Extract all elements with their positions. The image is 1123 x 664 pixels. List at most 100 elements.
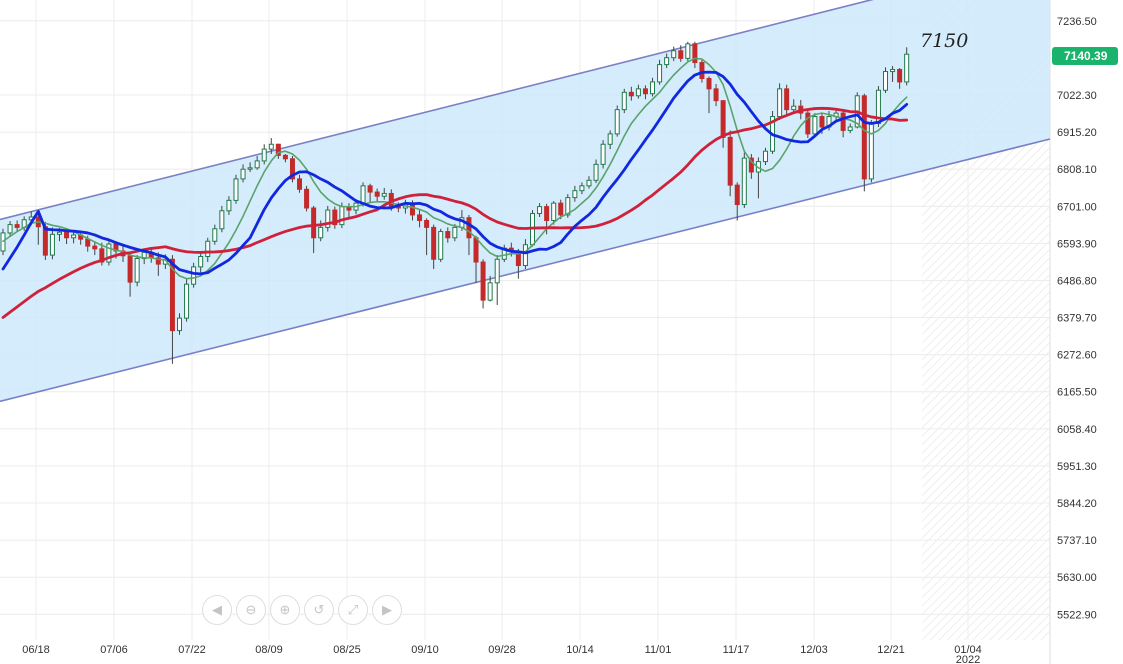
candle-body [49, 233, 55, 256]
candle-body [198, 255, 204, 268]
candle-body [473, 237, 479, 263]
x-axis: 06/18 07/06 07/22 08/09 08/25 09/10 09/28 10/14… [22, 644, 982, 664]
y-tick-label: 5737.10 [1057, 535, 1097, 547]
candle [480, 259, 486, 309]
candle [897, 68, 903, 89]
zoom-in-icon[interactable]: ⊕ [270, 595, 300, 625]
candles [0, 41, 910, 364]
y-tick-label: 5951.30 [1057, 461, 1097, 473]
candle-body [762, 150, 768, 163]
candle [226, 196, 232, 215]
candle [551, 201, 557, 225]
candle-body [318, 226, 324, 239]
candle [374, 188, 380, 202]
candle-body [381, 192, 387, 197]
x-tick-label: 12/21 [877, 644, 905, 656]
candle-body [445, 231, 451, 239]
current-price-label: 7140.39 [1064, 49, 1108, 63]
reset-zoom-icon[interactable]: ↺ [304, 595, 334, 625]
y-tick-label: 6915.20 [1057, 127, 1097, 139]
candle [205, 237, 211, 263]
scroll-right-icon[interactable]: ▶ [372, 595, 402, 625]
candle [7, 221, 13, 238]
chart-toolbar: ◀ ⊖ ⊕ ↺ ⤢ ▶ [202, 595, 402, 625]
candle [184, 278, 190, 322]
candle [635, 84, 641, 99]
candle-body [226, 199, 232, 212]
candle-body [868, 122, 874, 180]
candle [92, 241, 98, 256]
candle-body [784, 88, 790, 111]
candle [812, 113, 818, 137]
candle-body [99, 248, 105, 263]
candle [741, 152, 747, 209]
candle [325, 205, 331, 232]
candle [424, 218, 430, 256]
x-tick-label: 11/17 [723, 644, 750, 656]
candle-body [155, 257, 161, 265]
candle [706, 76, 712, 114]
candle-body [614, 109, 620, 135]
candle-body [635, 88, 641, 97]
candle [311, 205, 317, 254]
candle-body [650, 81, 656, 95]
candle [657, 59, 663, 85]
candle-body [904, 53, 910, 83]
candle [579, 182, 585, 195]
x-tick-label: 06/18 [22, 644, 50, 656]
candle-body [254, 160, 260, 169]
candle-body [544, 206, 550, 221]
candle-body [240, 168, 246, 180]
candle-body [332, 209, 338, 226]
candle-body [487, 282, 493, 301]
fit-chart-icon[interactable]: ⤢ [338, 595, 368, 625]
candle-body [212, 228, 218, 242]
candle [642, 85, 648, 100]
candle-body [537, 206, 543, 215]
candle-body [720, 100, 726, 138]
candle [247, 162, 253, 172]
candle-body [325, 209, 331, 228]
ma-fast-line [2, 57, 908, 280]
y-tick-label: 6058.40 [1057, 424, 1097, 436]
candle-body [261, 148, 267, 162]
candle-body [890, 68, 896, 73]
candle [664, 53, 670, 69]
candle [628, 86, 634, 101]
candle [445, 227, 451, 243]
candle-body [85, 238, 91, 247]
candle [106, 241, 112, 266]
candle-body [748, 157, 754, 173]
x-tick-label: 08/09 [255, 644, 283, 656]
candle-body [847, 126, 853, 131]
candle [49, 227, 55, 260]
y-tick-label: 7236.50 [1057, 16, 1097, 28]
candle-body [247, 167, 253, 170]
candle-body [289, 158, 295, 180]
candle-body [685, 43, 691, 59]
candle-body [367, 185, 373, 193]
candle-body [642, 88, 648, 95]
scroll-left-icon[interactable]: ◀ [202, 595, 232, 625]
candle [268, 138, 274, 154]
candle-body [339, 206, 345, 226]
candle [720, 100, 726, 148]
candle [240, 164, 246, 183]
y-tick-label: 6808.10 [1057, 164, 1097, 176]
candle-body [424, 219, 430, 228]
candle [586, 176, 592, 189]
ma-slow-line [1, 106, 909, 319]
candle-body [734, 184, 740, 206]
candle-body [466, 217, 472, 239]
candle-body [897, 68, 903, 83]
candle-body [593, 163, 599, 181]
zoom-out-icon[interactable]: ⊖ [236, 595, 266, 625]
candle [614, 105, 620, 137]
candle [261, 144, 267, 165]
candle [169, 255, 175, 364]
candle [650, 77, 656, 97]
candle-body [191, 266, 197, 285]
candle-body [374, 191, 380, 197]
candle [381, 187, 387, 200]
